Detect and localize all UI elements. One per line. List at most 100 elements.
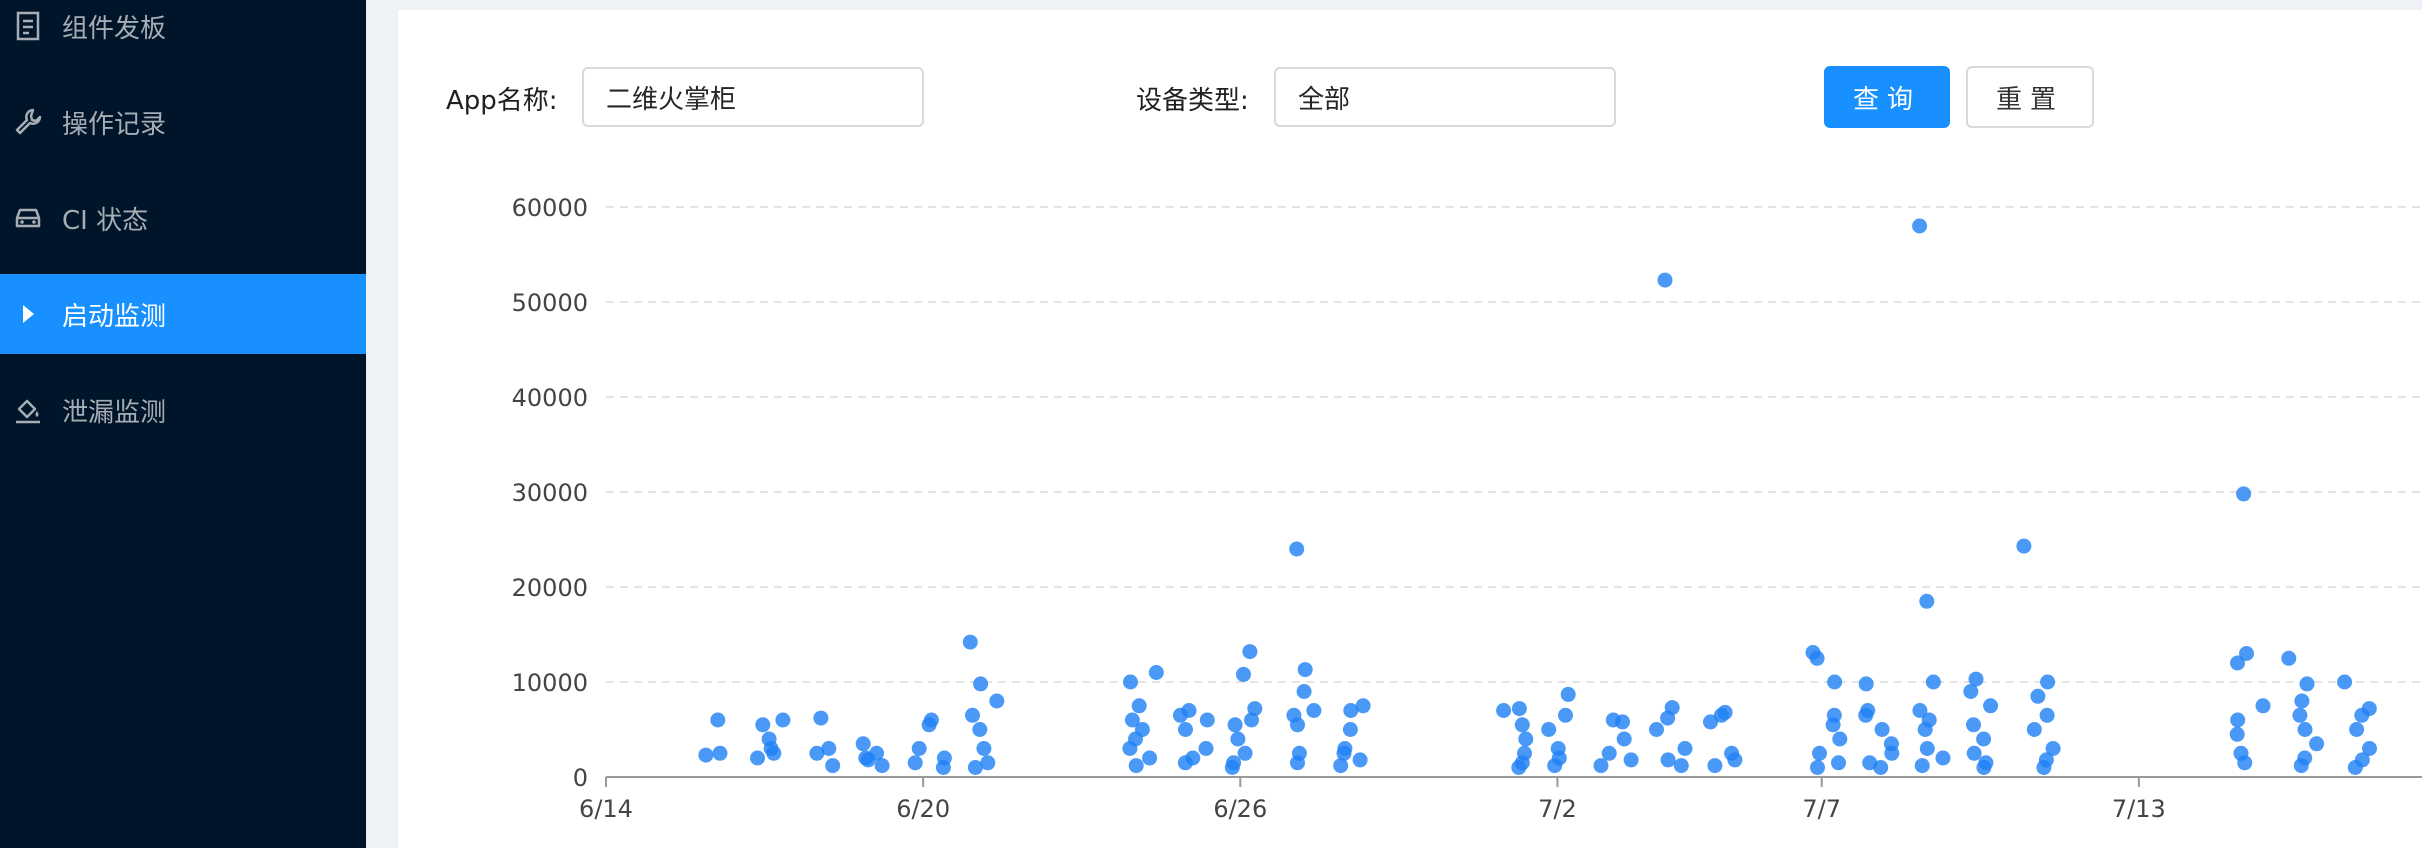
data-point — [1142, 750, 1158, 766]
data-point — [1825, 717, 1841, 733]
data-point — [1547, 758, 1563, 774]
data-point — [1707, 758, 1723, 774]
data-point — [1496, 703, 1512, 718]
y-tick-label: 40000 — [512, 384, 588, 412]
data-point — [2297, 722, 2313, 737]
data-point — [2299, 676, 2315, 692]
x-tick-label: 6/20 — [896, 795, 950, 823]
app-name-input[interactable] — [582, 67, 924, 127]
data-point — [1343, 703, 1359, 718]
data-point — [698, 747, 714, 763]
data-point — [1966, 717, 1981, 733]
data-point — [1874, 722, 1890, 737]
reset-button[interactable]: 重置 — [1966, 66, 2094, 128]
data-point — [1122, 741, 1138, 756]
data-point — [1297, 662, 1313, 678]
data-point — [1178, 722, 1193, 737]
data-point — [1935, 750, 1951, 766]
data-point — [1290, 755, 1305, 771]
data-point — [2239, 646, 2254, 661]
data-point — [2309, 736, 2325, 752]
data-point — [1917, 722, 1933, 737]
data-point — [1858, 676, 1874, 692]
data-point — [1230, 731, 1246, 747]
data-point — [1290, 717, 1305, 733]
data-point — [1148, 665, 1164, 680]
data-point — [1558, 707, 1573, 723]
data-point — [1623, 752, 1639, 768]
sidebar-item-ci-status[interactable]: CI 状态 — [0, 178, 366, 258]
data-point — [962, 634, 978, 650]
data-point — [2362, 741, 2377, 756]
data-point — [2016, 538, 2032, 554]
data-point — [2045, 741, 2061, 756]
data-point — [1812, 745, 1827, 761]
data-point — [2026, 722, 2042, 737]
data-point — [2230, 712, 2246, 728]
data-point — [2347, 760, 2363, 775]
data-point — [973, 676, 989, 692]
x-tick-label: 7/13 — [2112, 795, 2166, 823]
sidebar-item-label: 组件发板 — [62, 13, 167, 44]
data-point — [2255, 698, 2271, 714]
data-point — [1925, 674, 1941, 690]
data-point — [874, 758, 890, 774]
data-point — [1919, 741, 1935, 756]
data-point — [1963, 684, 1979, 699]
data-point — [1677, 741, 1693, 756]
sidebar-item-component-release[interactable]: 组件发板 — [0, 0, 366, 66]
data-point — [980, 755, 996, 771]
sidebar-item-launch-monitor[interactable]: 启动监测 — [0, 274, 366, 354]
data-point — [1123, 674, 1138, 690]
data-point — [1919, 593, 1935, 609]
data-point — [1593, 758, 1609, 774]
scatter-chart: 0 10000 20000 30000 40000 50000 60000 6/14 6/20 6… — [512, 194, 2422, 823]
data-point — [2230, 655, 2245, 671]
data-point — [2237, 755, 2253, 771]
y-tick-label: 10000 — [512, 669, 588, 697]
data-point — [965, 707, 980, 723]
data-point — [766, 745, 782, 761]
query-button[interactable]: 查询 — [1824, 66, 1950, 128]
x-tick-label: 6/14 — [579, 795, 633, 823]
sidebar-item-operation-log[interactable]: 操作记录 — [0, 82, 366, 162]
data-point — [1511, 760, 1527, 775]
data-point — [1224, 760, 1240, 775]
sidebar-item-label: 泄漏监测 — [62, 397, 167, 428]
data-point — [821, 741, 837, 756]
data-point — [1355, 698, 1371, 714]
data-point — [1810, 760, 1825, 775]
data-point — [1616, 731, 1632, 747]
data-point — [809, 745, 825, 761]
data-point — [1560, 686, 1576, 702]
data-point — [1657, 272, 1673, 288]
device-type-label: 设备类型: — [1136, 86, 1249, 116]
data-point — [1713, 707, 1729, 723]
sidebar-item-label: 启动监测 — [62, 301, 167, 332]
sidebar-item-label: 操作记录 — [62, 109, 167, 140]
data-point — [1172, 707, 1188, 723]
data-point — [2354, 707, 2370, 723]
device-type-select[interactable] — [1274, 67, 1616, 127]
data-point — [1342, 722, 1358, 737]
data-point — [1518, 731, 1534, 747]
data-point — [1660, 710, 1676, 726]
data-point — [825, 758, 841, 774]
data-point — [1873, 760, 1889, 775]
data-point — [976, 741, 992, 756]
data-point — [1727, 752, 1743, 768]
data-point — [1227, 717, 1243, 733]
data-point — [1289, 541, 1305, 557]
data-point — [1124, 712, 1140, 728]
data-point — [972, 722, 988, 737]
data-point — [1541, 722, 1557, 737]
data-point — [1827, 674, 1843, 690]
sidebar-item-leak-monitor[interactable]: 泄漏监测 — [0, 370, 366, 450]
sidebar-item-label: CI 状态 — [62, 205, 149, 236]
data-point — [858, 750, 874, 766]
data-point — [1177, 755, 1193, 771]
data-point — [921, 717, 937, 733]
data-point — [712, 745, 728, 761]
data-point — [1242, 644, 1258, 660]
data-point — [2039, 707, 2055, 723]
